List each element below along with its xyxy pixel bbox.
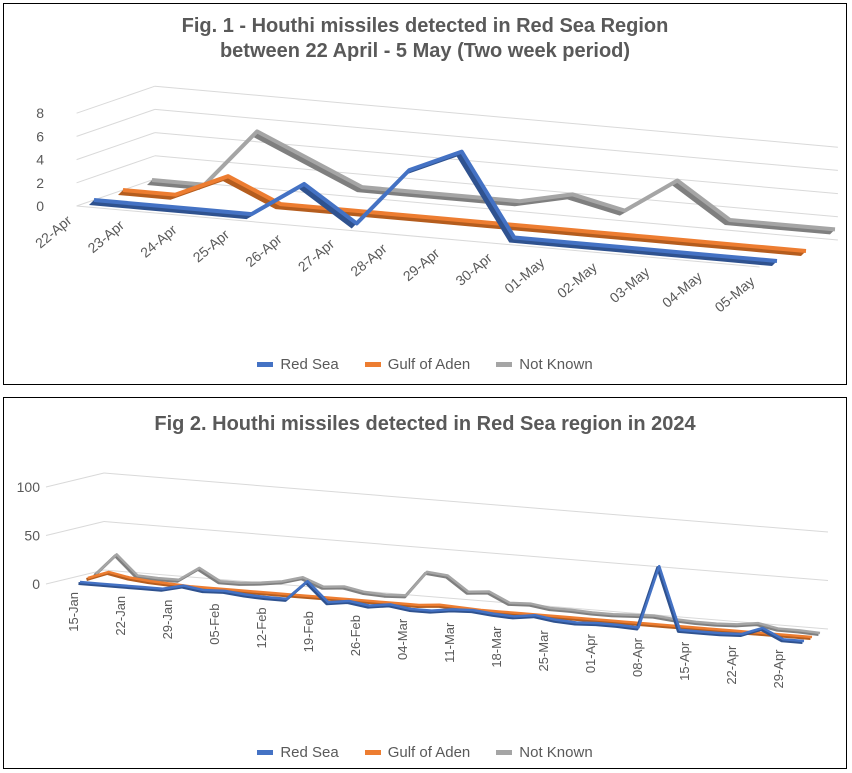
legend2-swatch-not-known bbox=[496, 750, 513, 755]
chart-title-fig1-line2: between 22 April - 5 May (Two week perio… bbox=[219, 40, 631, 62]
chart-title-fig1: Fig. 1 - Houthi missiles detected in Red… bbox=[4, 14, 846, 64]
fig1-x-tick-24-apr: 24-Apr bbox=[137, 221, 180, 260]
legend-label-gulf-of-aden: Gulf of Aden bbox=[387, 356, 471, 373]
legend2-label-not-known: Not Known bbox=[519, 744, 593, 761]
legend2-item-not-known: Not Known bbox=[496, 744, 593, 761]
fig1-y-tick-4: 4 bbox=[36, 152, 44, 168]
chart-title-fig2: Fig 2. Houthi missiles detected in Red S… bbox=[154, 413, 696, 435]
fig1-x-tick-27-apr: 27-Apr bbox=[295, 235, 338, 274]
fig1-gridline-6 bbox=[154, 108, 838, 171]
fig2-side-gridline-100 bbox=[45, 472, 105, 488]
fig1-gridline-8 bbox=[154, 85, 838, 148]
fig1-x-tick-22-apr: 22-Apr bbox=[32, 212, 75, 251]
fig2-series-line-gulf-of-aden bbox=[87, 570, 813, 639]
fig1-x-tick-29-apr: 29-Apr bbox=[400, 245, 443, 284]
fig1-side-gridline-8 bbox=[76, 85, 156, 114]
legend-item-not-known: Not Known bbox=[496, 356, 593, 373]
fig1-side-gridline-2 bbox=[76, 155, 156, 184]
legend-swatch-red-sea bbox=[257, 362, 274, 367]
fig2-x-tick-11-mar: 11-Mar bbox=[442, 622, 457, 663]
fig2-x-tick-22-apr: 22-Apr bbox=[724, 645, 739, 685]
chart-fig1-plot: 0 2 4 6 8 22-Apr 23-Apr 24-Apr 25-Apr 26-Apr 27-Ap… bbox=[32, 85, 838, 315]
legend2-item-red-sea: Red Sea bbox=[257, 744, 339, 761]
legend-fig1: Red Sea Gulf of Aden Not Known bbox=[4, 356, 846, 373]
fig1-x-tick-26-apr: 26-Apr bbox=[242, 231, 285, 270]
fig2-y-tick-100: 100 bbox=[17, 479, 41, 495]
fig2-x-tick-18-mar: 18-Mar bbox=[489, 626, 504, 668]
legend2-swatch-gulf-of-aden bbox=[364, 750, 381, 755]
fig1-x-tick-01-may: 01-May bbox=[501, 254, 547, 296]
legend-item-gulf-of-aden: Gulf of Aden bbox=[364, 356, 471, 373]
fig1-x-tick-05-may: 05-May bbox=[711, 273, 757, 315]
fig2-gridline-100 bbox=[103, 472, 829, 533]
legend2-label-red-sea: Red Sea bbox=[280, 744, 339, 761]
fig2-side-gridline-50 bbox=[45, 521, 105, 536]
fig1-x-tick-28-apr: 28-Apr bbox=[347, 240, 390, 279]
fig1-x-tick-23-apr: 23-Apr bbox=[85, 217, 128, 256]
fig1-series-line-red-sea bbox=[93, 149, 778, 263]
fig1-side-gridline-4 bbox=[76, 132, 156, 161]
chart-panel-fig2: Fig 2. Houthi missiles detected in Red S… bbox=[3, 397, 847, 769]
legend-item-red-sea: Red Sea bbox=[257, 356, 339, 373]
legend2-swatch-red-sea bbox=[257, 750, 274, 755]
fig2-x-tick-15-apr: 15-Apr bbox=[677, 641, 692, 681]
fig2-x-tick-05-feb: 05-Feb bbox=[207, 603, 222, 644]
legend2-item-gulf-of-aden: Gulf of Aden bbox=[364, 744, 471, 761]
fig2-x-tick-15-jan: 15-Jan bbox=[66, 592, 81, 632]
fig2-x-tick-19-feb: 19-Feb bbox=[301, 611, 316, 652]
fig1-x-tick-04-may: 04-May bbox=[659, 268, 705, 310]
fig2-series-line-red-sea bbox=[79, 564, 805, 643]
fig2-x-tick-25-mar: 25-Mar bbox=[536, 630, 551, 672]
fig2-y-tick-0: 0 bbox=[32, 576, 40, 592]
fig1-x-tick-30-apr: 30-Apr bbox=[452, 249, 495, 288]
fig1-series-line-not-known bbox=[151, 129, 836, 232]
fig2-series-line-not-known bbox=[95, 553, 821, 635]
chart-panel-fig1: Fig. 1 - Houthi missiles detected in Red… bbox=[3, 3, 847, 385]
fig2-x-tick-01-apr: 01-Apr bbox=[583, 633, 598, 673]
fig1-x-tick-03-may: 03-May bbox=[606, 264, 652, 306]
fig2-x-tick-29-apr: 29-Apr bbox=[771, 649, 786, 689]
fig1-gridline-4 bbox=[154, 132, 838, 195]
fig1-side-gridline-6 bbox=[76, 108, 156, 137]
fig2-series-shadow-red-sea bbox=[78, 566, 803, 644]
fig1-y-tick-2: 2 bbox=[36, 175, 44, 191]
fig2-side-gridline-0 bbox=[45, 569, 105, 585]
fig2-series-shadow-not-known bbox=[93, 554, 819, 636]
chart-fig2-plot: 0 50 100 15-Jan 22-Jan 29-Jan 05-Feb 12-Feb 19-F… bbox=[17, 472, 829, 689]
fig1-floor-edge bbox=[76, 205, 760, 268]
fig1-gridline-2 bbox=[154, 155, 838, 218]
legend-label-red-sea: Red Sea bbox=[280, 356, 339, 373]
fig1-y-tick-6: 6 bbox=[36, 128, 44, 144]
fig2-x-tick-22-jan: 22-Jan bbox=[113, 596, 128, 636]
legend-swatch-gulf-of-aden bbox=[364, 362, 381, 367]
fig1-side-gridline-0 bbox=[76, 178, 156, 207]
fig2-x-tick-26-feb: 26-Feb bbox=[348, 615, 363, 656]
fig2-x-tick-04-mar: 04-Mar bbox=[395, 618, 410, 660]
fig2-x-tick-29-jan: 29-Jan bbox=[160, 600, 175, 640]
fig1-x-tick-02-may: 02-May bbox=[554, 259, 600, 301]
fig2-x-tick-12-feb: 12-Feb bbox=[254, 607, 269, 648]
fig2-gridline-0 bbox=[103, 569, 829, 630]
fig2-gridline-50 bbox=[103, 521, 829, 581]
chart-title-fig1-line1: Fig. 1 - Houthi missiles detected in Red… bbox=[181, 15, 669, 37]
fig1-y-tick-0: 0 bbox=[36, 198, 44, 214]
legend2-label-gulf-of-aden: Gulf of Aden bbox=[387, 744, 471, 761]
fig1-series-line-gulf-of-aden bbox=[122, 174, 807, 253]
fig1-x-tick-25-apr: 25-Apr bbox=[190, 226, 233, 265]
legend-label-not-known: Not Known bbox=[519, 356, 593, 373]
fig1-y-tick-8: 8 bbox=[36, 105, 44, 121]
fig2-y-tick-50: 50 bbox=[24, 528, 40, 544]
legend-fig2: Red Sea Gulf of Aden Not Known bbox=[4, 744, 846, 761]
legend-swatch-not-known bbox=[496, 362, 513, 367]
fig2-x-tick-08-apr: 08-Apr bbox=[630, 637, 645, 677]
